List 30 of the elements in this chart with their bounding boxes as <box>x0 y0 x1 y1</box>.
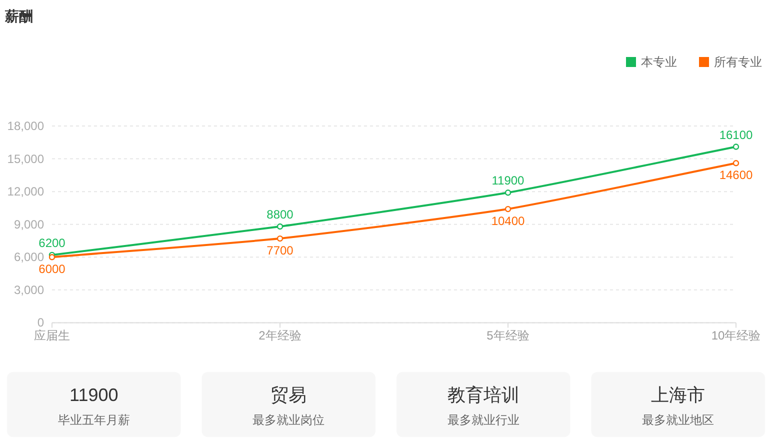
text: 教育培训 <box>447 385 520 405</box>
x-tick-label: 10年经验 <box>711 328 761 343</box>
data-label: 16100 <box>719 128 754 142</box>
data-label: 14600 <box>719 168 754 182</box>
y-tick-label: 15,000 <box>7 152 44 166</box>
data-label: 6000 <box>38 262 66 276</box>
y-tick-label: 6,000 <box>14 250 44 264</box>
y-tick-label: 18,000 <box>7 119 44 133</box>
legend-label: 本专业 <box>641 55 677 69</box>
data-label: 6200 <box>38 236 66 250</box>
x-tick-label: 5年经验 <box>486 328 530 343</box>
text: 上海市 <box>651 385 706 405</box>
y-tick-label: 12,000 <box>7 184 44 199</box>
data-label: 11900 <box>492 174 525 188</box>
chart-title: 薪酬 <box>4 8 33 24</box>
text: 最多就业地区 <box>642 413 714 427</box>
text: 贸易 <box>270 385 307 405</box>
y-tick-label: 0 <box>37 316 44 330</box>
text: 11900 <box>70 385 118 405</box>
data-label: 8800 <box>266 208 294 222</box>
legend-label: 所有专业 <box>714 55 762 69</box>
y-tick-label: 3,000 <box>14 282 44 297</box>
data-label: 10400 <box>491 214 526 228</box>
text: 最多就业岗位 <box>252 413 325 427</box>
x-tick-label: 2年经验 <box>258 328 302 343</box>
data-label: 7700 <box>266 244 294 258</box>
x-tick-label: 应届生 <box>34 328 70 343</box>
text: 毕业五年月薪 <box>58 413 130 427</box>
text: 最多就业行业 <box>447 413 520 427</box>
y-tick-label: 9,000 <box>14 217 44 232</box>
